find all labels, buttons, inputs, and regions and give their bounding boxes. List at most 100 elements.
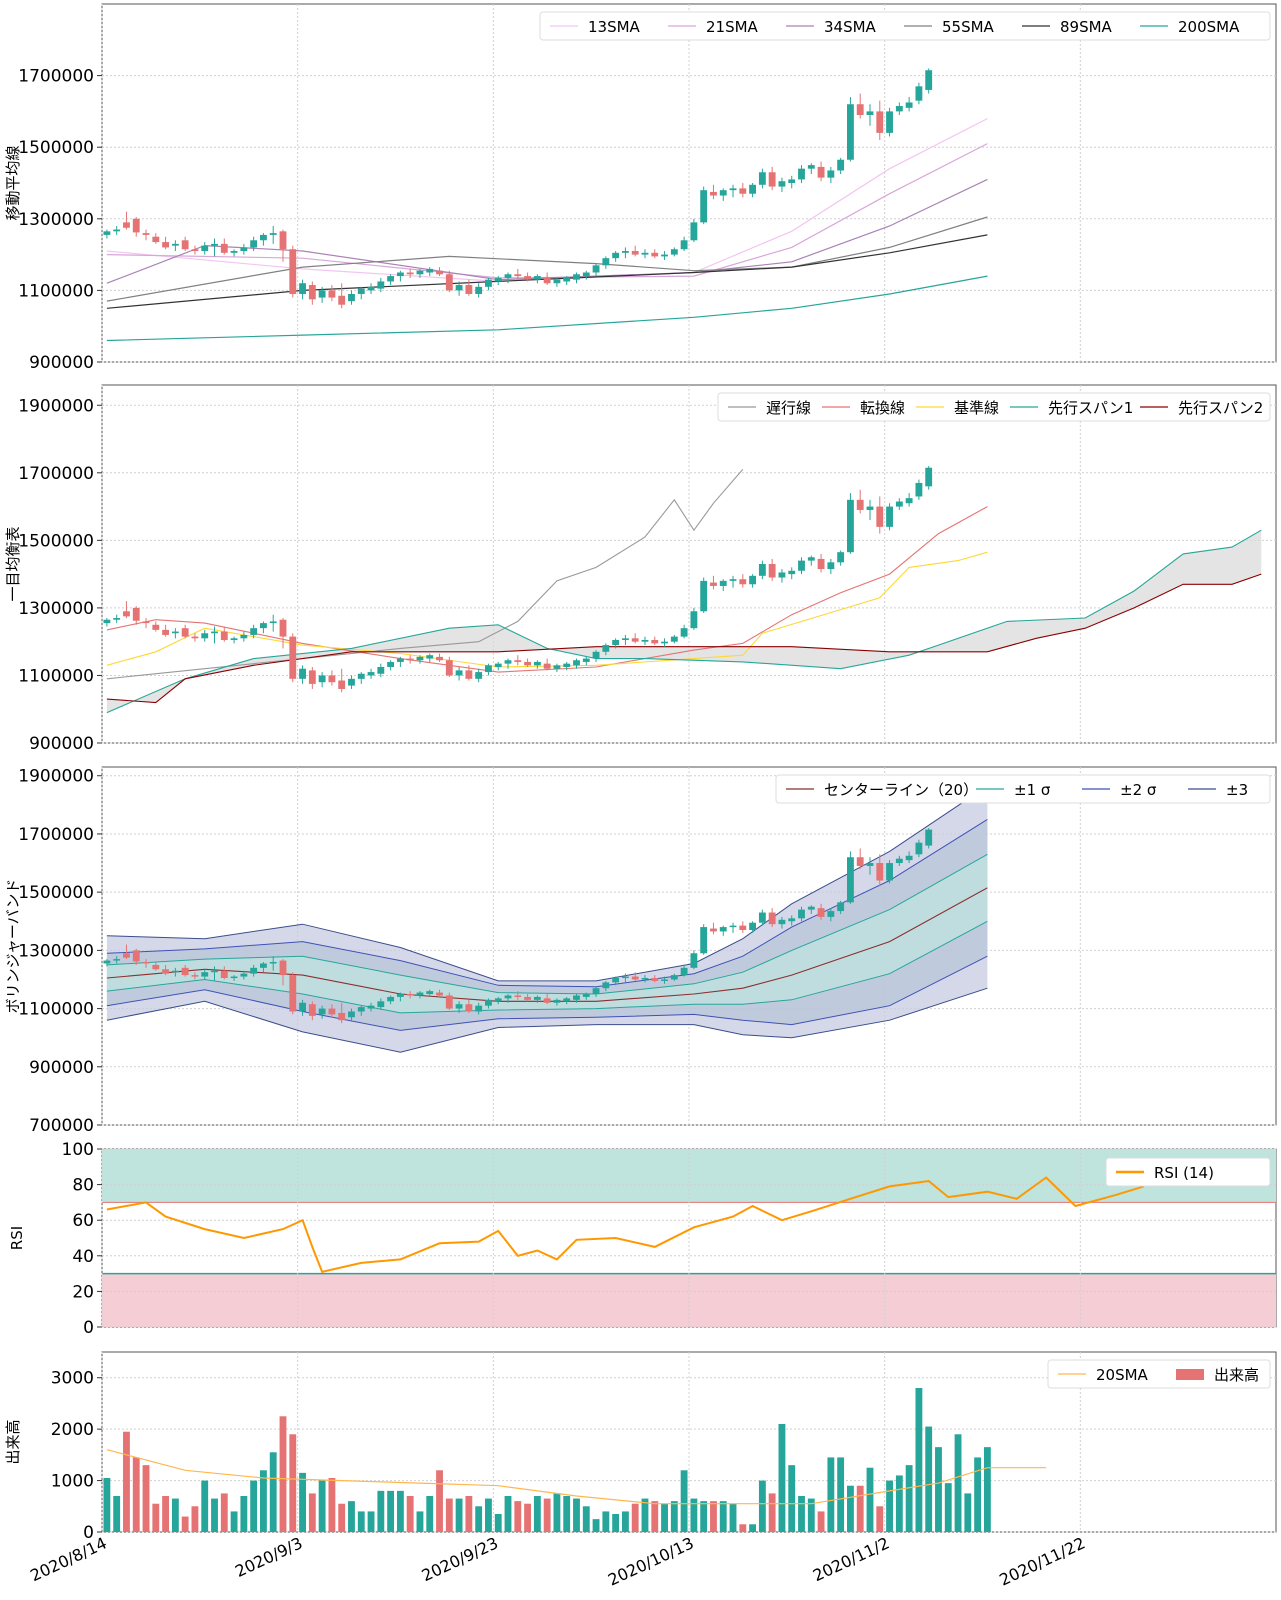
candle-body bbox=[475, 286, 483, 294]
candle-body bbox=[318, 675, 326, 683]
candle-body bbox=[181, 628, 189, 637]
candle-body bbox=[299, 668, 306, 679]
candle-body bbox=[631, 638, 639, 642]
ichimoku-y-label: 一目均衡表 bbox=[4, 526, 22, 601]
candle-body bbox=[485, 279, 492, 287]
candle-body bbox=[367, 672, 375, 676]
volume-bar bbox=[426, 1496, 434, 1532]
candle-body bbox=[289, 249, 297, 294]
volume-bar bbox=[895, 1475, 903, 1532]
candle-body bbox=[113, 959, 121, 961]
candle-body bbox=[670, 249, 678, 255]
candle-body bbox=[886, 506, 893, 527]
candle-body bbox=[798, 168, 805, 180]
candle-body bbox=[837, 159, 845, 171]
bollinger-panel: 700000 900000 1100000 1300000 1500000 1700000… bbox=[4, 766, 1277, 1136]
legend-label: センターライン（20） bbox=[824, 781, 978, 799]
candle-body bbox=[289, 636, 297, 679]
volume-bar bbox=[856, 1485, 864, 1532]
volume-bar bbox=[504, 1496, 512, 1532]
candle-body bbox=[533, 661, 541, 666]
candle-body bbox=[788, 918, 796, 922]
volume-bar bbox=[211, 1498, 218, 1532]
legend-label: 転換線 bbox=[860, 399, 905, 417]
volume-bar bbox=[661, 1503, 668, 1532]
candle-body bbox=[260, 623, 267, 629]
volume-bar bbox=[367, 1511, 375, 1532]
y-tick-label: 900000 bbox=[29, 1058, 94, 1078]
y-tick-label: 40 bbox=[72, 1247, 94, 1267]
candle-body bbox=[680, 628, 688, 637]
volume-bar bbox=[406, 1496, 414, 1532]
bollinger-band-fill bbox=[106, 854, 988, 1013]
volume-bar bbox=[749, 1524, 757, 1532]
candle-body bbox=[710, 582, 717, 586]
y-tick-label: 60 bbox=[72, 1211, 94, 1231]
candle-body bbox=[563, 277, 571, 282]
candle-body bbox=[377, 667, 385, 674]
candle-body bbox=[123, 222, 130, 228]
x-axis-tick-labels: 2020/8/14 2020/9/3 2020/9/23 2020/10/13 2020… bbox=[27, 1533, 1088, 1589]
candle-body bbox=[152, 236, 160, 243]
candle-body bbox=[250, 628, 258, 635]
x-tick-label: 2020/8/14 bbox=[27, 1533, 109, 1585]
volume-bar bbox=[524, 1503, 531, 1532]
volume-bar bbox=[416, 1511, 424, 1532]
candle-body bbox=[348, 1011, 355, 1018]
volume-bar bbox=[876, 1506, 884, 1532]
volume-bar bbox=[250, 1480, 258, 1532]
y-tick-label: 1000 bbox=[51, 1472, 94, 1492]
candle-body bbox=[778, 919, 786, 925]
candle-body bbox=[103, 960, 111, 964]
candle-body bbox=[308, 285, 316, 300]
sma-y-label: 移動平均線 bbox=[4, 145, 22, 220]
candle-body bbox=[123, 611, 130, 617]
candle-body bbox=[142, 962, 150, 964]
candle-body bbox=[455, 670, 463, 676]
candle-body bbox=[856, 104, 864, 115]
volume-panel: 0 1000 2000 3000 出来高 20SMA 出来高 bbox=[4, 1351, 1277, 1543]
candle-body bbox=[837, 902, 845, 912]
candle-body bbox=[533, 276, 541, 280]
volume-bar bbox=[142, 1465, 150, 1532]
y-tick-label: 3000 bbox=[51, 1369, 94, 1389]
candle-body bbox=[739, 579, 747, 585]
volume-bar bbox=[113, 1496, 121, 1532]
candle-body bbox=[563, 663, 571, 668]
volume-bar bbox=[240, 1496, 248, 1532]
candle-body bbox=[807, 165, 815, 169]
candle-body bbox=[514, 995, 522, 997]
candle-body bbox=[426, 655, 434, 659]
candle-body bbox=[866, 863, 874, 866]
rsi-series bbox=[106, 1176, 1145, 1273]
candle-body bbox=[533, 996, 541, 1000]
candle-body bbox=[573, 660, 580, 666]
candle-body bbox=[690, 222, 698, 241]
y-tick-label: 1100000 bbox=[18, 666, 94, 686]
y-tick-label: 1300000 bbox=[18, 941, 94, 961]
candle-body bbox=[201, 972, 209, 977]
legend-box bbox=[1047, 1359, 1271, 1389]
candle-body bbox=[807, 906, 815, 910]
candle-body bbox=[778, 181, 786, 187]
volume-bar bbox=[485, 1498, 492, 1532]
volume-bar bbox=[758, 1480, 766, 1532]
volume-bar bbox=[954, 1434, 962, 1532]
candle-body bbox=[602, 982, 610, 989]
ichimoku-line bbox=[106, 573, 1262, 704]
candle-body bbox=[152, 964, 160, 970]
candle-body bbox=[338, 680, 346, 689]
sma-legend: 13SMA 21SMA 34SMA 55SMA 89SMA 200SMA bbox=[539, 11, 1271, 41]
rsi-y-label: RSI bbox=[8, 1226, 26, 1250]
candle-body bbox=[406, 994, 414, 996]
candle-body bbox=[700, 927, 708, 954]
y-tick-label: 20 bbox=[72, 1282, 94, 1302]
volume-bar bbox=[817, 1511, 825, 1532]
candle-body bbox=[240, 634, 248, 639]
candle-body bbox=[905, 498, 913, 504]
x-tick-label: 2020/11/22 bbox=[996, 1533, 1088, 1589]
bollinger-lower-line bbox=[106, 955, 988, 1031]
candle-body bbox=[592, 651, 600, 659]
volume-bar bbox=[837, 1457, 845, 1532]
candle-body bbox=[719, 580, 727, 586]
